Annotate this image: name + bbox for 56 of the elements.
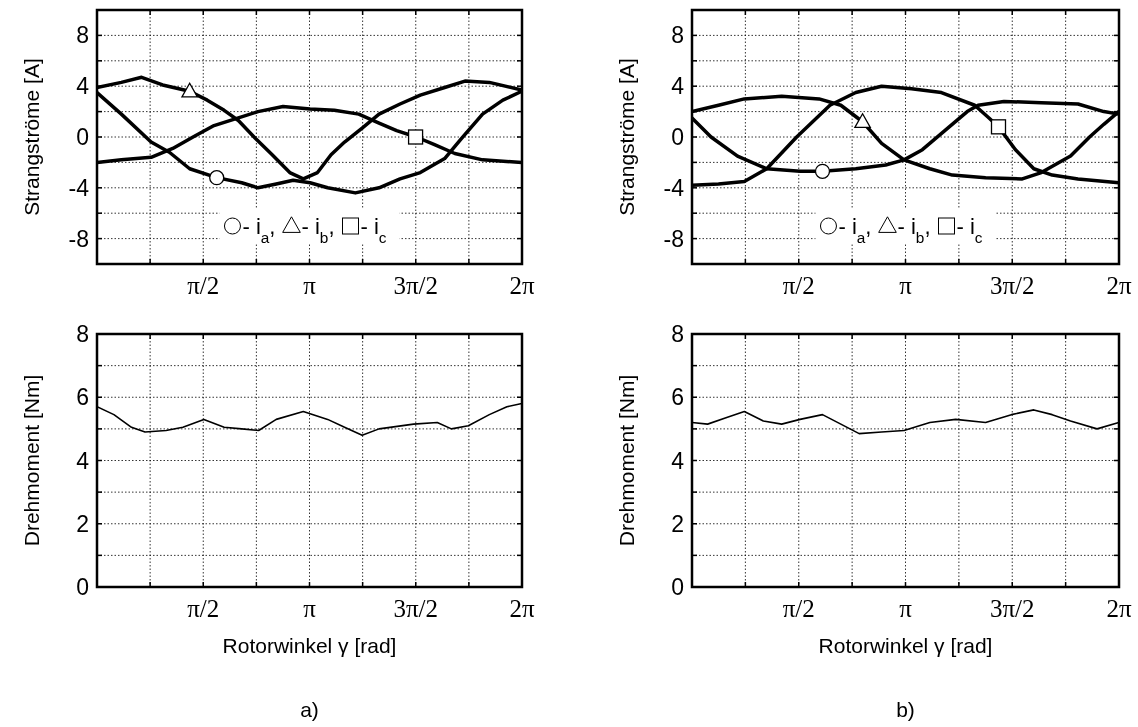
point [814,163,831,179]
x-tick-label: 3π/2 [989,272,1035,299]
x-tick-label: π/2 [187,272,220,299]
y-tick-label: 8 [671,321,684,348]
x-axis-title: Rotorwinkel γ [rad] [222,634,397,657]
point [990,119,1007,135]
x-tick-label: π/2 [782,272,815,299]
y-tick-label: 4 [76,447,90,474]
y-tick-label: 8 [671,22,684,49]
y-tick-label: 8 [76,22,89,49]
y-tick-label: -8 [68,225,89,252]
y-tick-label: -4 [663,174,685,201]
y-tick-label: 0 [76,574,89,601]
y-tick-label: 8 [76,321,89,348]
x-tick-label: 3π/2 [393,272,439,299]
x-tick-label: π [303,272,317,299]
legend-label: - i$_{b}$, [301,213,335,246]
x-tick-label: π/2 [187,595,220,622]
legend-label: - i$_{c}$ [956,213,983,246]
y-tick-label: 0 [671,124,684,151]
x-tick-label: π/2 [782,595,815,622]
y-tick-label: 4 [76,73,90,100]
y-tick-label: -8 [663,225,684,252]
point [209,169,225,186]
y-tick-label: 0 [76,124,89,151]
text: a) [300,698,319,721]
x-tick-label: 2π [509,595,535,622]
x-tick-label: 2π [509,272,535,299]
legend-label: - i$_{a}$, [838,213,872,246]
text: b) [896,698,915,721]
y-tick-label: 2 [671,510,684,537]
y-axis-title: Drehmoment [Nm] [615,374,638,547]
point [854,113,871,129]
legend-label: - i$_{a}$, [242,213,276,246]
y-axis-title: Drehmoment [Nm] [20,374,43,547]
y-tick-label: 0 [671,574,684,601]
y-tick-label: 2 [76,510,89,537]
x-tick-label: 2π [1106,595,1132,622]
y-tick-label: 4 [671,447,685,474]
point [181,82,199,98]
x-tick-label: π [303,595,317,622]
y-tick-label: 6 [671,384,684,411]
point [407,129,424,145]
y-axis-title: Strangströme [A] [615,58,638,216]
y-tick-label: 4 [671,73,685,100]
y-tick-label: -4 [68,174,90,201]
x-tick-label: π [899,272,913,299]
legend-label: - i$_{b}$, [897,213,931,246]
x-tick-label: 2π [1106,272,1132,299]
x-tick-label: π [899,595,913,622]
x-axis-title: Rotorwinkel γ [rad] [818,634,993,657]
legend-label: - i$_{c}$ [360,213,387,246]
y-axis-title: Strangströme [A] [20,58,43,216]
x-tick-label: 3π/2 [393,595,439,622]
x-tick-label: 3π/2 [989,595,1035,622]
y-tick-label: 6 [76,384,89,411]
